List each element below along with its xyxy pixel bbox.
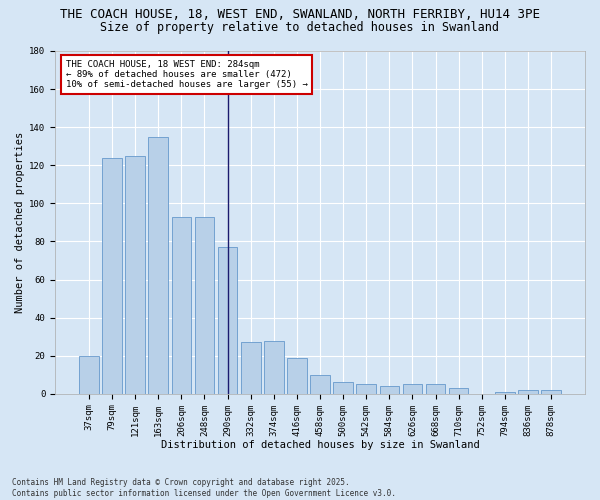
Text: THE COACH HOUSE, 18 WEST END: 284sqm
← 89% of detached houses are smaller (472)
: THE COACH HOUSE, 18 WEST END: 284sqm ← 8… (65, 60, 307, 90)
Bar (287, 358, 307, 394)
Bar (102, 158, 122, 394)
Bar (333, 382, 353, 394)
Bar (125, 156, 145, 394)
Bar (241, 342, 260, 394)
Bar (380, 386, 399, 394)
Bar (403, 384, 422, 394)
Bar (264, 340, 284, 394)
Bar (310, 375, 330, 394)
Text: Contains HM Land Registry data © Crown copyright and database right 2025.
Contai: Contains HM Land Registry data © Crown c… (12, 478, 396, 498)
Bar (426, 384, 445, 394)
Bar (148, 136, 168, 394)
Bar (495, 392, 515, 394)
Bar (194, 216, 214, 394)
X-axis label: Distribution of detached houses by size in Swanland: Distribution of detached houses by size … (161, 440, 479, 450)
Y-axis label: Number of detached properties: Number of detached properties (15, 132, 25, 313)
Bar (218, 247, 238, 394)
Bar (356, 384, 376, 394)
Bar (449, 388, 469, 394)
Bar (541, 390, 561, 394)
Text: Size of property relative to detached houses in Swanland: Size of property relative to detached ho… (101, 21, 499, 34)
Bar (79, 356, 99, 394)
Bar (518, 390, 538, 394)
Text: THE COACH HOUSE, 18, WEST END, SWANLAND, NORTH FERRIBY, HU14 3PE: THE COACH HOUSE, 18, WEST END, SWANLAND,… (60, 8, 540, 20)
Bar (172, 216, 191, 394)
